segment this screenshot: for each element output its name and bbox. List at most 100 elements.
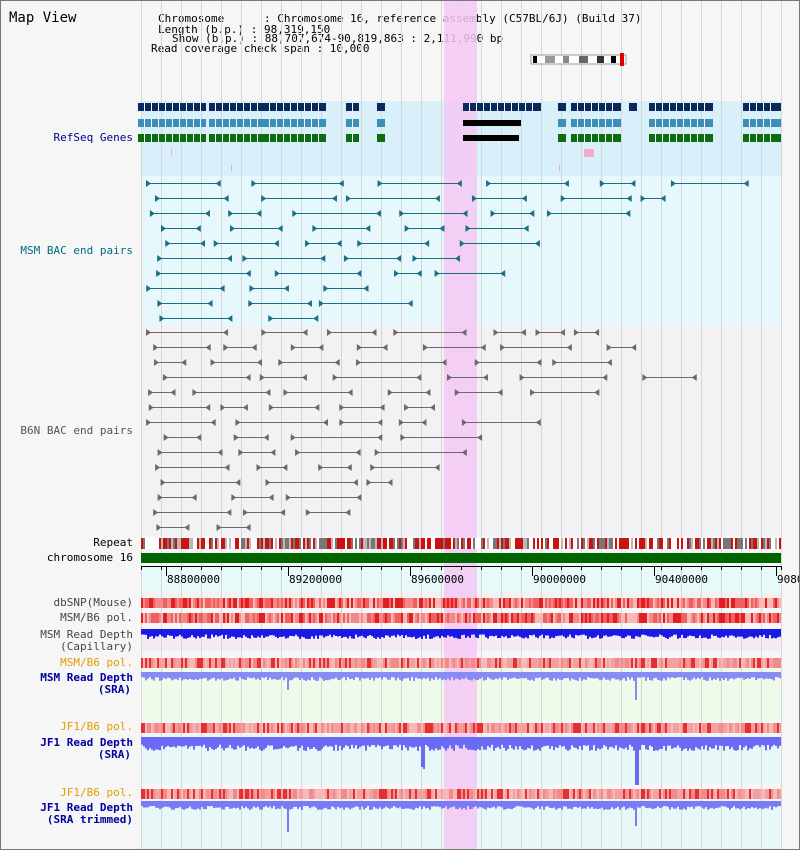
heat-cell — [191, 658, 193, 668]
heat-cell — [645, 789, 647, 799]
heat-cell — [579, 598, 581, 608]
heat-cell — [269, 613, 271, 623]
depth-bar — [699, 737, 701, 750]
depth-bar — [319, 737, 321, 751]
bac-end-marker — [400, 434, 406, 441]
depth-bar — [651, 801, 653, 809]
heat-cell — [467, 658, 469, 668]
bac-end-marker — [631, 344, 637, 351]
track-label-b6n-bac[interactable]: B6N BAC end pairs — [20, 424, 133, 437]
depth-bar — [619, 629, 621, 637]
depth-bar — [703, 801, 705, 809]
repeat-block — [743, 538, 745, 549]
depth-bar — [751, 629, 753, 637]
heat-cell — [643, 658, 645, 668]
heat-cell — [149, 658, 151, 668]
heat-cell — [681, 613, 683, 623]
heat-cell — [665, 723, 667, 733]
heat-cell — [755, 723, 757, 733]
depth-bar — [755, 629, 757, 637]
repeat-block — [239, 538, 241, 549]
heat-cell — [511, 598, 513, 608]
heat-cell — [195, 658, 197, 668]
depth-bar — [477, 737, 479, 750]
heat-cell — [319, 658, 321, 668]
repeat-block — [735, 538, 737, 549]
repeat-block — [189, 538, 191, 549]
depth-bar — [375, 737, 377, 748]
heat-cell — [249, 723, 251, 733]
depth-bar — [373, 737, 375, 746]
depth-bar — [557, 629, 559, 636]
depth-bar — [297, 672, 299, 678]
depth-bar — [387, 672, 389, 680]
heat-cell — [739, 789, 741, 799]
repeat-block — [473, 538, 475, 549]
heat-cell — [255, 598, 257, 608]
bac-end-marker — [265, 479, 271, 486]
depth-bar — [607, 672, 609, 680]
heat-cell — [245, 723, 247, 733]
depth-bar — [413, 801, 415, 810]
heat-cell — [531, 789, 533, 799]
heat-cell — [245, 658, 247, 668]
bac-end-marker — [162, 374, 168, 381]
heat-cell — [459, 658, 461, 668]
depth-bar — [555, 801, 557, 810]
depth-bar — [213, 801, 215, 808]
bac-end-marker — [356, 494, 362, 501]
track-label-msm-bac[interactable]: MSM BAC end pairs — [20, 244, 133, 257]
depth-bar — [331, 737, 333, 747]
depth-bar — [289, 737, 291, 748]
depth-bar — [719, 801, 721, 808]
depth-bar — [663, 737, 665, 747]
repeat-block — [763, 538, 765, 549]
heat-cell — [743, 658, 745, 668]
heat-cell — [775, 658, 777, 668]
track-label-refseq[interactable]: RefSeq Genes — [53, 131, 133, 144]
repeat-block — [331, 538, 333, 549]
depth-bar — [439, 629, 441, 639]
depth-bar — [491, 629, 493, 636]
bac-end-marker — [200, 240, 206, 247]
heat-cell — [425, 598, 427, 608]
depth-bar — [373, 629, 375, 638]
depth-bar — [519, 801, 521, 807]
heat-cell — [719, 723, 721, 733]
heat-cell — [165, 658, 167, 668]
bac-end-marker — [210, 359, 216, 366]
heat-cell — [683, 789, 685, 799]
heat-cell — [343, 613, 345, 623]
heat-cell — [337, 598, 339, 608]
depth-bar — [191, 737, 193, 746]
depth-bar — [317, 801, 319, 810]
heat-cell — [355, 723, 357, 733]
depth-bar — [561, 672, 563, 681]
track-label-jf1-trim: JF1 Read Depth — [40, 801, 133, 814]
heat-cell — [525, 658, 527, 668]
heat-cell — [179, 789, 181, 799]
heat-cell — [657, 613, 659, 623]
repeat-block — [581, 538, 583, 549]
heat-cell — [317, 658, 319, 668]
heat-cell — [497, 723, 499, 733]
depth-bar — [241, 737, 243, 747]
depth-bar — [265, 672, 267, 677]
depth-bar — [421, 629, 423, 639]
jf1-b6-pol-track — [141, 723, 781, 733]
chromosome-bar — [141, 553, 781, 563]
depth-bar — [689, 801, 691, 808]
repeat-block — [715, 538, 717, 549]
depth-bar — [197, 801, 199, 809]
repeat-block — [397, 538, 399, 549]
heat-cell — [289, 598, 291, 608]
heat-cell — [641, 613, 643, 623]
depth-bar — [489, 629, 491, 637]
depth-bar — [309, 737, 311, 750]
depth-bar — [481, 801, 483, 808]
depth-bar — [547, 672, 549, 678]
depth-bar — [507, 629, 509, 639]
heat-cell — [321, 598, 323, 608]
heat-cell — [671, 598, 673, 608]
